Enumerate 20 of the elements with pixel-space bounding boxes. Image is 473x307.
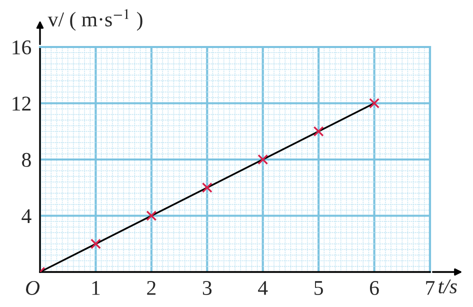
x-tick-label: 4	[258, 281, 268, 295]
point	[146, 210, 157, 221]
x-tick-label: 7	[426, 281, 435, 295]
x-axis-title: t/s	[438, 279, 457, 294]
point	[313, 126, 324, 137]
y-tick-label: 12	[12, 96, 31, 110]
point	[258, 154, 268, 165]
point	[202, 182, 212, 193]
x-tick-label: 3	[202, 280, 212, 295]
y-axis-title: v/ ( m·s$^{−1}$ )	[48, 9, 142, 31]
x-tick-label: 6	[370, 280, 379, 295]
y-tick-label: 4	[22, 209, 32, 223]
y-tick-label: 8	[22, 152, 31, 167]
x-tick-label: 1	[92, 281, 100, 295]
x-tick-label: O	[26, 280, 40, 295]
x-tick-label: 5	[314, 281, 323, 295]
y-tick-label: 16	[12, 40, 32, 54]
point	[369, 98, 380, 108]
point	[90, 238, 101, 250]
x-tick-label: 2	[147, 280, 156, 295]
